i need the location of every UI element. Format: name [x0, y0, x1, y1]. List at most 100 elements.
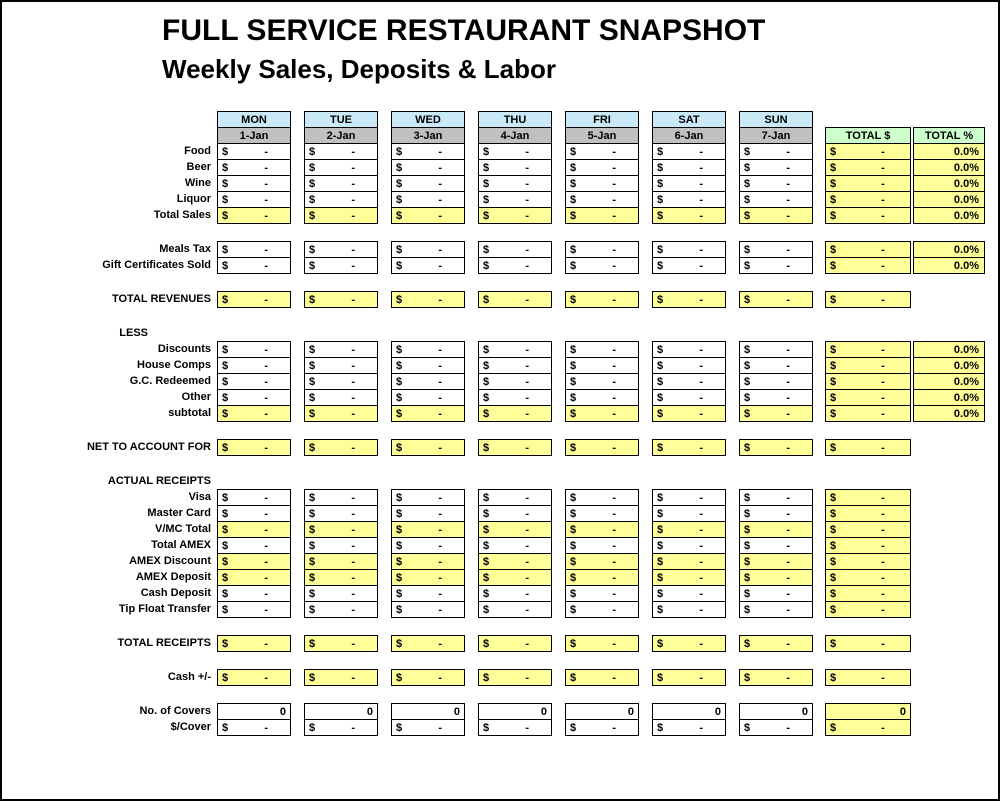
- cell-net-to-account-for-total[interactable]: $ -: [825, 439, 911, 456]
- cell-subtotal-tue[interactable]: $ -: [304, 405, 378, 422]
- cell-vmc-total-thu[interactable]: $ -: [478, 521, 552, 538]
- cell-total-sales-wed[interactable]: $ -: [391, 207, 465, 224]
- cell-liquor-sat[interactable]: $ -: [652, 191, 726, 208]
- cell-subtotal-total[interactable]: $ -: [825, 405, 911, 422]
- cell-master-card-sat[interactable]: $ -: [652, 505, 726, 522]
- cell-total-revenues-wed[interactable]: $ -: [391, 291, 465, 308]
- cell-wine-fri[interactable]: $ -: [565, 175, 639, 192]
- cell-discounts-sun[interactable]: $ -: [739, 341, 813, 358]
- cell-cash-plus-minus-thu[interactable]: $ -: [478, 669, 552, 686]
- cell-cash-plus-minus-mon[interactable]: $ -: [217, 669, 291, 686]
- cell-cash-plus-minus-total[interactable]: $ -: [825, 669, 911, 686]
- cell-no-of-covers-thu[interactable]: 0: [478, 703, 552, 720]
- cell-dollar-per-cover-sun[interactable]: $ -: [739, 719, 813, 736]
- cell-dollar-per-cover-tue[interactable]: $ -: [304, 719, 378, 736]
- cell-total-receipts-wed[interactable]: $ -: [391, 635, 465, 652]
- cell-amex-discount-tue[interactable]: $ -: [304, 553, 378, 570]
- cell-wine-wed[interactable]: $ -: [391, 175, 465, 192]
- cell-wine-total[interactable]: $ -: [825, 175, 911, 192]
- cell-liquor-fri[interactable]: $ -: [565, 191, 639, 208]
- cell-visa-thu[interactable]: $ -: [478, 489, 552, 506]
- cell-amex-discount-fri[interactable]: $ -: [565, 553, 639, 570]
- cell-house-comps-tue[interactable]: $ -: [304, 357, 378, 374]
- cell-vmc-total-sat[interactable]: $ -: [652, 521, 726, 538]
- cell-dollar-per-cover-fri[interactable]: $ -: [565, 719, 639, 736]
- cell-master-card-total[interactable]: $ -: [825, 505, 911, 522]
- cell-total-amex-wed[interactable]: $ -: [391, 537, 465, 554]
- cell-cash-deposit-mon[interactable]: $ -: [217, 585, 291, 602]
- cell-no-of-covers-mon[interactable]: 0: [217, 703, 291, 720]
- cell-cash-deposit-sat[interactable]: $ -: [652, 585, 726, 602]
- cell-subtotal-percent[interactable]: 0.0%: [913, 405, 985, 422]
- cell-beer-tue[interactable]: $ -: [304, 159, 378, 176]
- cell-wine-thu[interactable]: $ -: [478, 175, 552, 192]
- cell-tip-float-transfer-mon[interactable]: $ -: [217, 601, 291, 618]
- cell-wine-tue[interactable]: $ -: [304, 175, 378, 192]
- cell-net-to-account-for-tue[interactable]: $ -: [304, 439, 378, 456]
- cell-net-to-account-for-wed[interactable]: $ -: [391, 439, 465, 456]
- cell-tip-float-transfer-thu[interactable]: $ -: [478, 601, 552, 618]
- cell-subtotal-sun[interactable]: $ -: [739, 405, 813, 422]
- cell-visa-fri[interactable]: $ -: [565, 489, 639, 506]
- cell-liquor-sun[interactable]: $ -: [739, 191, 813, 208]
- cell-liquor-mon[interactable]: $ -: [217, 191, 291, 208]
- cell-other-mon[interactable]: $ -: [217, 389, 291, 406]
- cell-gift-certificates-sold-thu[interactable]: $ -: [478, 257, 552, 274]
- cell-gc-redeemed-fri[interactable]: $ -: [565, 373, 639, 390]
- cell-house-comps-sat[interactable]: $ -: [652, 357, 726, 374]
- cell-cash-plus-minus-fri[interactable]: $ -: [565, 669, 639, 686]
- cell-meals-tax-total[interactable]: $ -: [825, 241, 911, 258]
- cell-total-revenues-thu[interactable]: $ -: [478, 291, 552, 308]
- cell-total-sales-tue[interactable]: $ -: [304, 207, 378, 224]
- cell-total-receipts-total[interactable]: $ -: [825, 635, 911, 652]
- cell-wine-mon[interactable]: $ -: [217, 175, 291, 192]
- cell-gift-certificates-sold-fri[interactable]: $ -: [565, 257, 639, 274]
- cell-total-amex-sat[interactable]: $ -: [652, 537, 726, 554]
- cell-liquor-percent[interactable]: 0.0%: [913, 191, 985, 208]
- cell-food-tue[interactable]: $ -: [304, 143, 378, 160]
- cell-other-wed[interactable]: $ -: [391, 389, 465, 406]
- cell-amex-deposit-total[interactable]: $ -: [825, 569, 911, 586]
- cell-beer-thu[interactable]: $ -: [478, 159, 552, 176]
- cell-tip-float-transfer-tue[interactable]: $ -: [304, 601, 378, 618]
- cell-total-amex-fri[interactable]: $ -: [565, 537, 639, 554]
- cell-visa-tue[interactable]: $ -: [304, 489, 378, 506]
- cell-visa-total[interactable]: $ -: [825, 489, 911, 506]
- cell-beer-sun[interactable]: $ -: [739, 159, 813, 176]
- cell-other-tue[interactable]: $ -: [304, 389, 378, 406]
- cell-vmc-total-tue[interactable]: $ -: [304, 521, 378, 538]
- cell-amex-discount-sat[interactable]: $ -: [652, 553, 726, 570]
- cell-gc-redeemed-wed[interactable]: $ -: [391, 373, 465, 390]
- cell-amex-discount-wed[interactable]: $ -: [391, 553, 465, 570]
- cell-no-of-covers-sat[interactable]: 0: [652, 703, 726, 720]
- cell-house-comps-fri[interactable]: $ -: [565, 357, 639, 374]
- cell-total-amex-sun[interactable]: $ -: [739, 537, 813, 554]
- cell-other-thu[interactable]: $ -: [478, 389, 552, 406]
- cell-cash-deposit-total[interactable]: $ -: [825, 585, 911, 602]
- cell-total-sales-total[interactable]: $ -: [825, 207, 911, 224]
- cell-master-card-mon[interactable]: $ -: [217, 505, 291, 522]
- cell-total-amex-total[interactable]: $ -: [825, 537, 911, 554]
- cell-gc-redeemed-percent[interactable]: 0.0%: [913, 373, 985, 390]
- cell-dollar-per-cover-mon[interactable]: $ -: [217, 719, 291, 736]
- cell-liquor-tue[interactable]: $ -: [304, 191, 378, 208]
- cell-beer-mon[interactable]: $ -: [217, 159, 291, 176]
- cell-amex-discount-mon[interactable]: $ -: [217, 553, 291, 570]
- cell-visa-mon[interactable]: $ -: [217, 489, 291, 506]
- cell-amex-discount-thu[interactable]: $ -: [478, 553, 552, 570]
- cell-total-amex-tue[interactable]: $ -: [304, 537, 378, 554]
- cell-total-sales-fri[interactable]: $ -: [565, 207, 639, 224]
- cell-net-to-account-for-sun[interactable]: $ -: [739, 439, 813, 456]
- cell-total-receipts-sat[interactable]: $ -: [652, 635, 726, 652]
- cell-meals-tax-thu[interactable]: $ -: [478, 241, 552, 258]
- cell-amex-deposit-fri[interactable]: $ -: [565, 569, 639, 586]
- cell-subtotal-wed[interactable]: $ -: [391, 405, 465, 422]
- cell-food-percent[interactable]: 0.0%: [913, 143, 985, 160]
- cell-total-revenues-mon[interactable]: $ -: [217, 291, 291, 308]
- cell-house-comps-wed[interactable]: $ -: [391, 357, 465, 374]
- cell-meals-tax-percent[interactable]: 0.0%: [913, 241, 985, 258]
- cell-total-revenues-sun[interactable]: $ -: [739, 291, 813, 308]
- cell-master-card-sun[interactable]: $ -: [739, 505, 813, 522]
- cell-gc-redeemed-sun[interactable]: $ -: [739, 373, 813, 390]
- cell-gift-certificates-sold-sat[interactable]: $ -: [652, 257, 726, 274]
